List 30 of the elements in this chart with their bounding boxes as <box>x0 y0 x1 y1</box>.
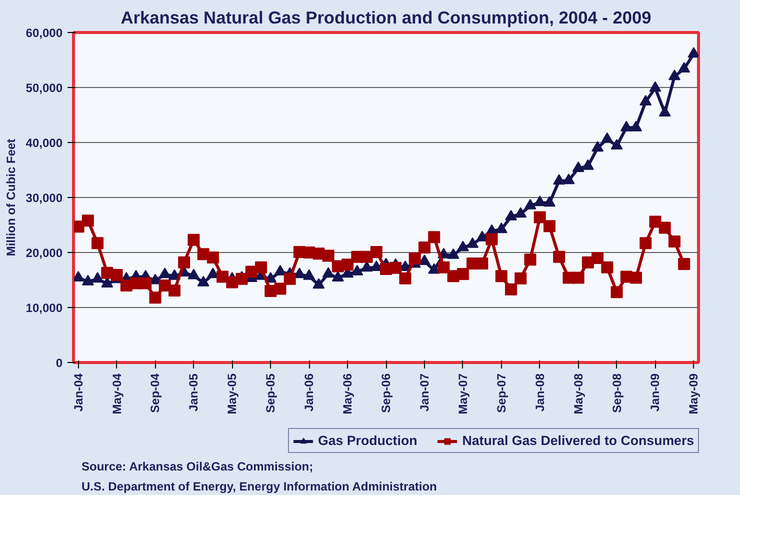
x-tick-label: Jan-08 <box>532 373 547 412</box>
y-tick-label: 60,000 <box>26 26 63 40</box>
chart-title: Arkansas Natural Gas Production and Consumption, 2004 - 2009 <box>120 8 652 28</box>
x-tick-label: Sep-05 <box>264 373 278 413</box>
x-tick-label: Sep-08 <box>610 373 624 413</box>
source-note: Source: Arkansas Oil&Gas Commission; <box>82 460 314 474</box>
y-tick-label: 20,000 <box>26 246 63 260</box>
x-tick-label: May-07 <box>456 373 470 414</box>
y-tick-label: 10,000 <box>26 301 63 315</box>
x-tick-label: Sep-06 <box>379 373 393 413</box>
y-tick-label: 40,000 <box>26 136 63 150</box>
y-axis-title: Million of Cubic Feet <box>4 138 18 256</box>
y-tick-label: 0 <box>56 356 63 370</box>
x-tick-label: Jan-09 <box>648 373 662 412</box>
x-tick-label: Jan-06 <box>302 373 316 412</box>
x-tick-label: Sep-07 <box>494 373 508 413</box>
x-tick-label: May-05 <box>225 373 240 414</box>
x-tick-label: Jan-07 <box>417 373 432 412</box>
y-tick-label: 30,000 <box>26 191 63 205</box>
legend-label: Gas Production <box>318 433 418 448</box>
x-tick-label: May-08 <box>571 373 586 414</box>
x-tick-label: May-09 <box>686 373 701 414</box>
x-tick-label: May-04 <box>110 373 124 414</box>
legend-label: Natural Gas Delivered to Consumers <box>462 433 694 448</box>
x-tick-label: Sep-04 <box>148 373 162 413</box>
x-tick-label: May-06 <box>340 373 355 414</box>
x-tick-label: Jan-05 <box>186 373 201 412</box>
x-tick-label: Jan-04 <box>71 373 86 412</box>
text: U.S. Department of Energy, Energy Information Administration <box>82 480 437 494</box>
y-tick-label: 50,000 <box>26 81 63 95</box>
